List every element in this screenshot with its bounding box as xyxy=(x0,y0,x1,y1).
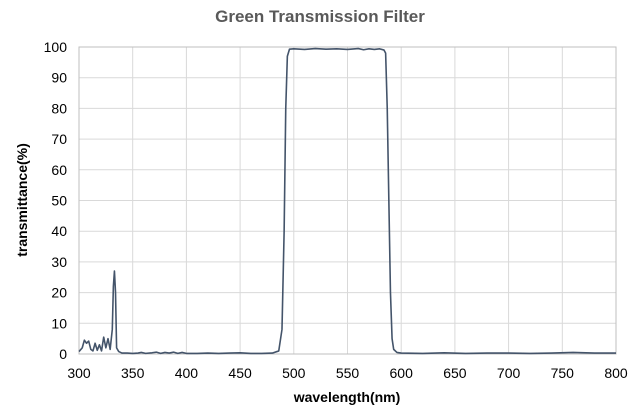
plot-frame xyxy=(78,46,617,355)
y-tick-label: 0 xyxy=(59,346,67,362)
x-tick-label: 750 xyxy=(551,365,575,381)
x-tick-label: 350 xyxy=(121,365,145,381)
y-tick-label: 80 xyxy=(51,100,67,116)
transmission-series-line xyxy=(78,47,616,355)
x-tick-label: 650 xyxy=(443,365,467,381)
x-tick-label: 600 xyxy=(390,365,414,381)
x-tick-label: 300 xyxy=(67,365,91,381)
y-tick-label: 10 xyxy=(51,315,67,331)
y-tick-label: 70 xyxy=(51,131,67,147)
y-tick-label: 40 xyxy=(51,223,67,239)
chart-title: Green Transmission Filter xyxy=(215,7,425,26)
y-tick-label: 60 xyxy=(51,162,67,178)
x-tick-label: 400 xyxy=(175,365,199,381)
x-tick-label: 450 xyxy=(228,365,252,381)
x-tick-label: 550 xyxy=(336,365,360,381)
x-tick-label: 500 xyxy=(282,365,306,381)
y-tick-label: 100 xyxy=(44,39,68,55)
y-tick-label: 50 xyxy=(51,193,67,209)
y-tick-label: 30 xyxy=(51,254,67,270)
x-tick-label: 700 xyxy=(497,365,521,381)
y-tick-label: 20 xyxy=(51,285,67,301)
x-tick-label: 800 xyxy=(604,365,628,381)
series-layer xyxy=(78,47,616,355)
x-axis-label: wavelength(nm) xyxy=(293,389,401,405)
y-tick-label: 90 xyxy=(51,70,67,86)
grid-lines xyxy=(78,46,617,355)
x-tick-labels: 300 350 400 450 500 550 600 650 700 750 800 xyxy=(67,365,628,381)
y-axis-label: transmittance(%) xyxy=(14,143,30,257)
y-tick-labels: 0 10 20 30 40 50 60 70 80 90 100 xyxy=(44,39,68,362)
